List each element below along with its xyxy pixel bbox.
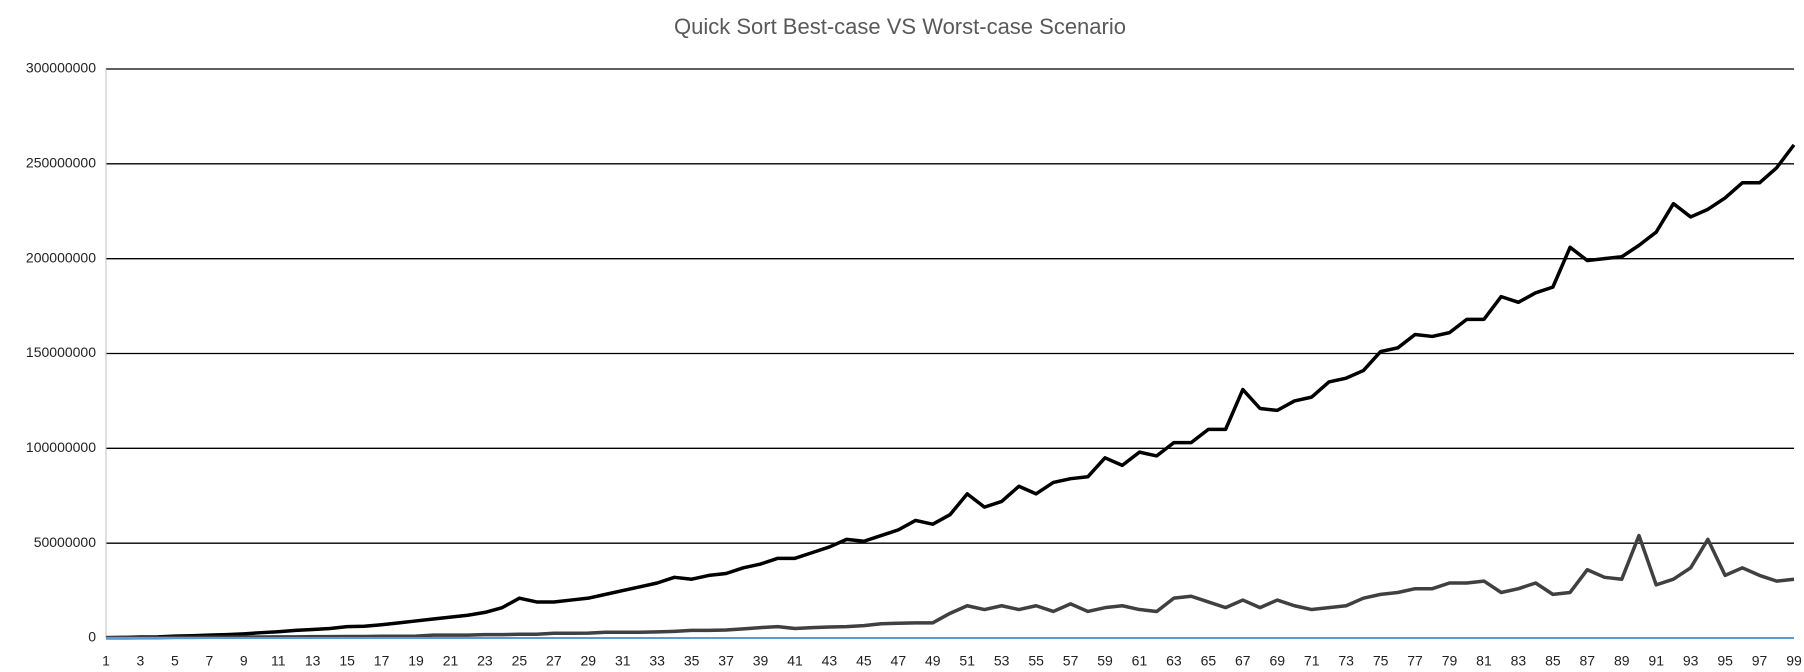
x-tick-label: 25 [512, 653, 528, 669]
chart-title: Quick Sort Best-case VS Worst-case Scena… [674, 14, 1126, 39]
x-tick-label: 41 [787, 653, 803, 669]
x-tick-label: 9 [240, 653, 248, 669]
x-tick-label: 1 [102, 653, 110, 669]
x-tick-label: 15 [339, 653, 355, 669]
x-tick-label: 93 [1683, 653, 1699, 669]
y-tick-label: 300000000 [26, 60, 96, 76]
x-tick-label: 83 [1511, 653, 1527, 669]
x-tick-label: 3 [137, 653, 145, 669]
x-tick-label: 31 [615, 653, 631, 669]
x-tick-label: 35 [684, 653, 700, 669]
x-tick-label: 91 [1648, 653, 1664, 669]
x-tick-label: 23 [477, 653, 493, 669]
x-tick-label: 19 [408, 653, 424, 669]
x-tick-label: 63 [1166, 653, 1182, 669]
x-tick-label: 37 [718, 653, 734, 669]
x-tick-label: 5 [171, 653, 179, 669]
x-tick-label: 27 [546, 653, 562, 669]
x-tick-label: 67 [1235, 653, 1251, 669]
y-tick-label: 250000000 [26, 155, 96, 171]
x-tick-label: 39 [753, 653, 769, 669]
series-line [105, 143, 1796, 640]
x-tick-label: 89 [1614, 653, 1630, 669]
x-tick-label: 61 [1132, 653, 1148, 669]
x-tick-label: 81 [1476, 653, 1492, 669]
series-line [106, 533, 1795, 640]
x-tick-label: 17 [374, 653, 390, 669]
x-tick-label: 87 [1580, 653, 1596, 669]
x-tick-label: 47 [891, 653, 907, 669]
x-tick-label: 69 [1269, 653, 1285, 669]
x-tick-label: 95 [1717, 653, 1733, 669]
x-tick-label: 99 [1786, 653, 1802, 669]
x-tick-label: 13 [305, 653, 321, 669]
x-tick-label: 75 [1373, 653, 1389, 669]
x-tick-label: 97 [1752, 653, 1768, 669]
x-tick-label: 51 [959, 653, 975, 669]
x-tick-label: 11 [271, 653, 286, 669]
x-tick-label: 33 [649, 653, 665, 669]
x-tick-label: 59 [1097, 653, 1113, 669]
x-tick-label: 79 [1442, 653, 1458, 669]
x-tick-label: 73 [1338, 653, 1354, 669]
x-tick-label: 65 [1201, 653, 1217, 669]
x-tick-label: 71 [1304, 653, 1320, 669]
y-tick-label: 150000000 [26, 344, 96, 360]
x-tick-label: 57 [1063, 653, 1079, 669]
y-tick-label: 50000000 [34, 534, 97, 550]
y-tick-label: 100000000 [26, 439, 96, 455]
x-tick-label: 21 [443, 653, 459, 669]
x-tick-label: 77 [1407, 653, 1423, 669]
x-tick-label: 53 [994, 653, 1010, 669]
x-tick-label: 85 [1545, 653, 1561, 669]
x-tick-label: 55 [1028, 653, 1044, 669]
x-tick-label: 45 [856, 653, 872, 669]
x-tick-label: 7 [205, 653, 213, 669]
x-tick-label: 49 [925, 653, 941, 669]
y-tick-label: 200000000 [26, 249, 96, 265]
y-tick-label: 0 [88, 629, 96, 645]
x-tick-label: 29 [580, 653, 596, 669]
x-tick-label: 43 [822, 653, 838, 669]
